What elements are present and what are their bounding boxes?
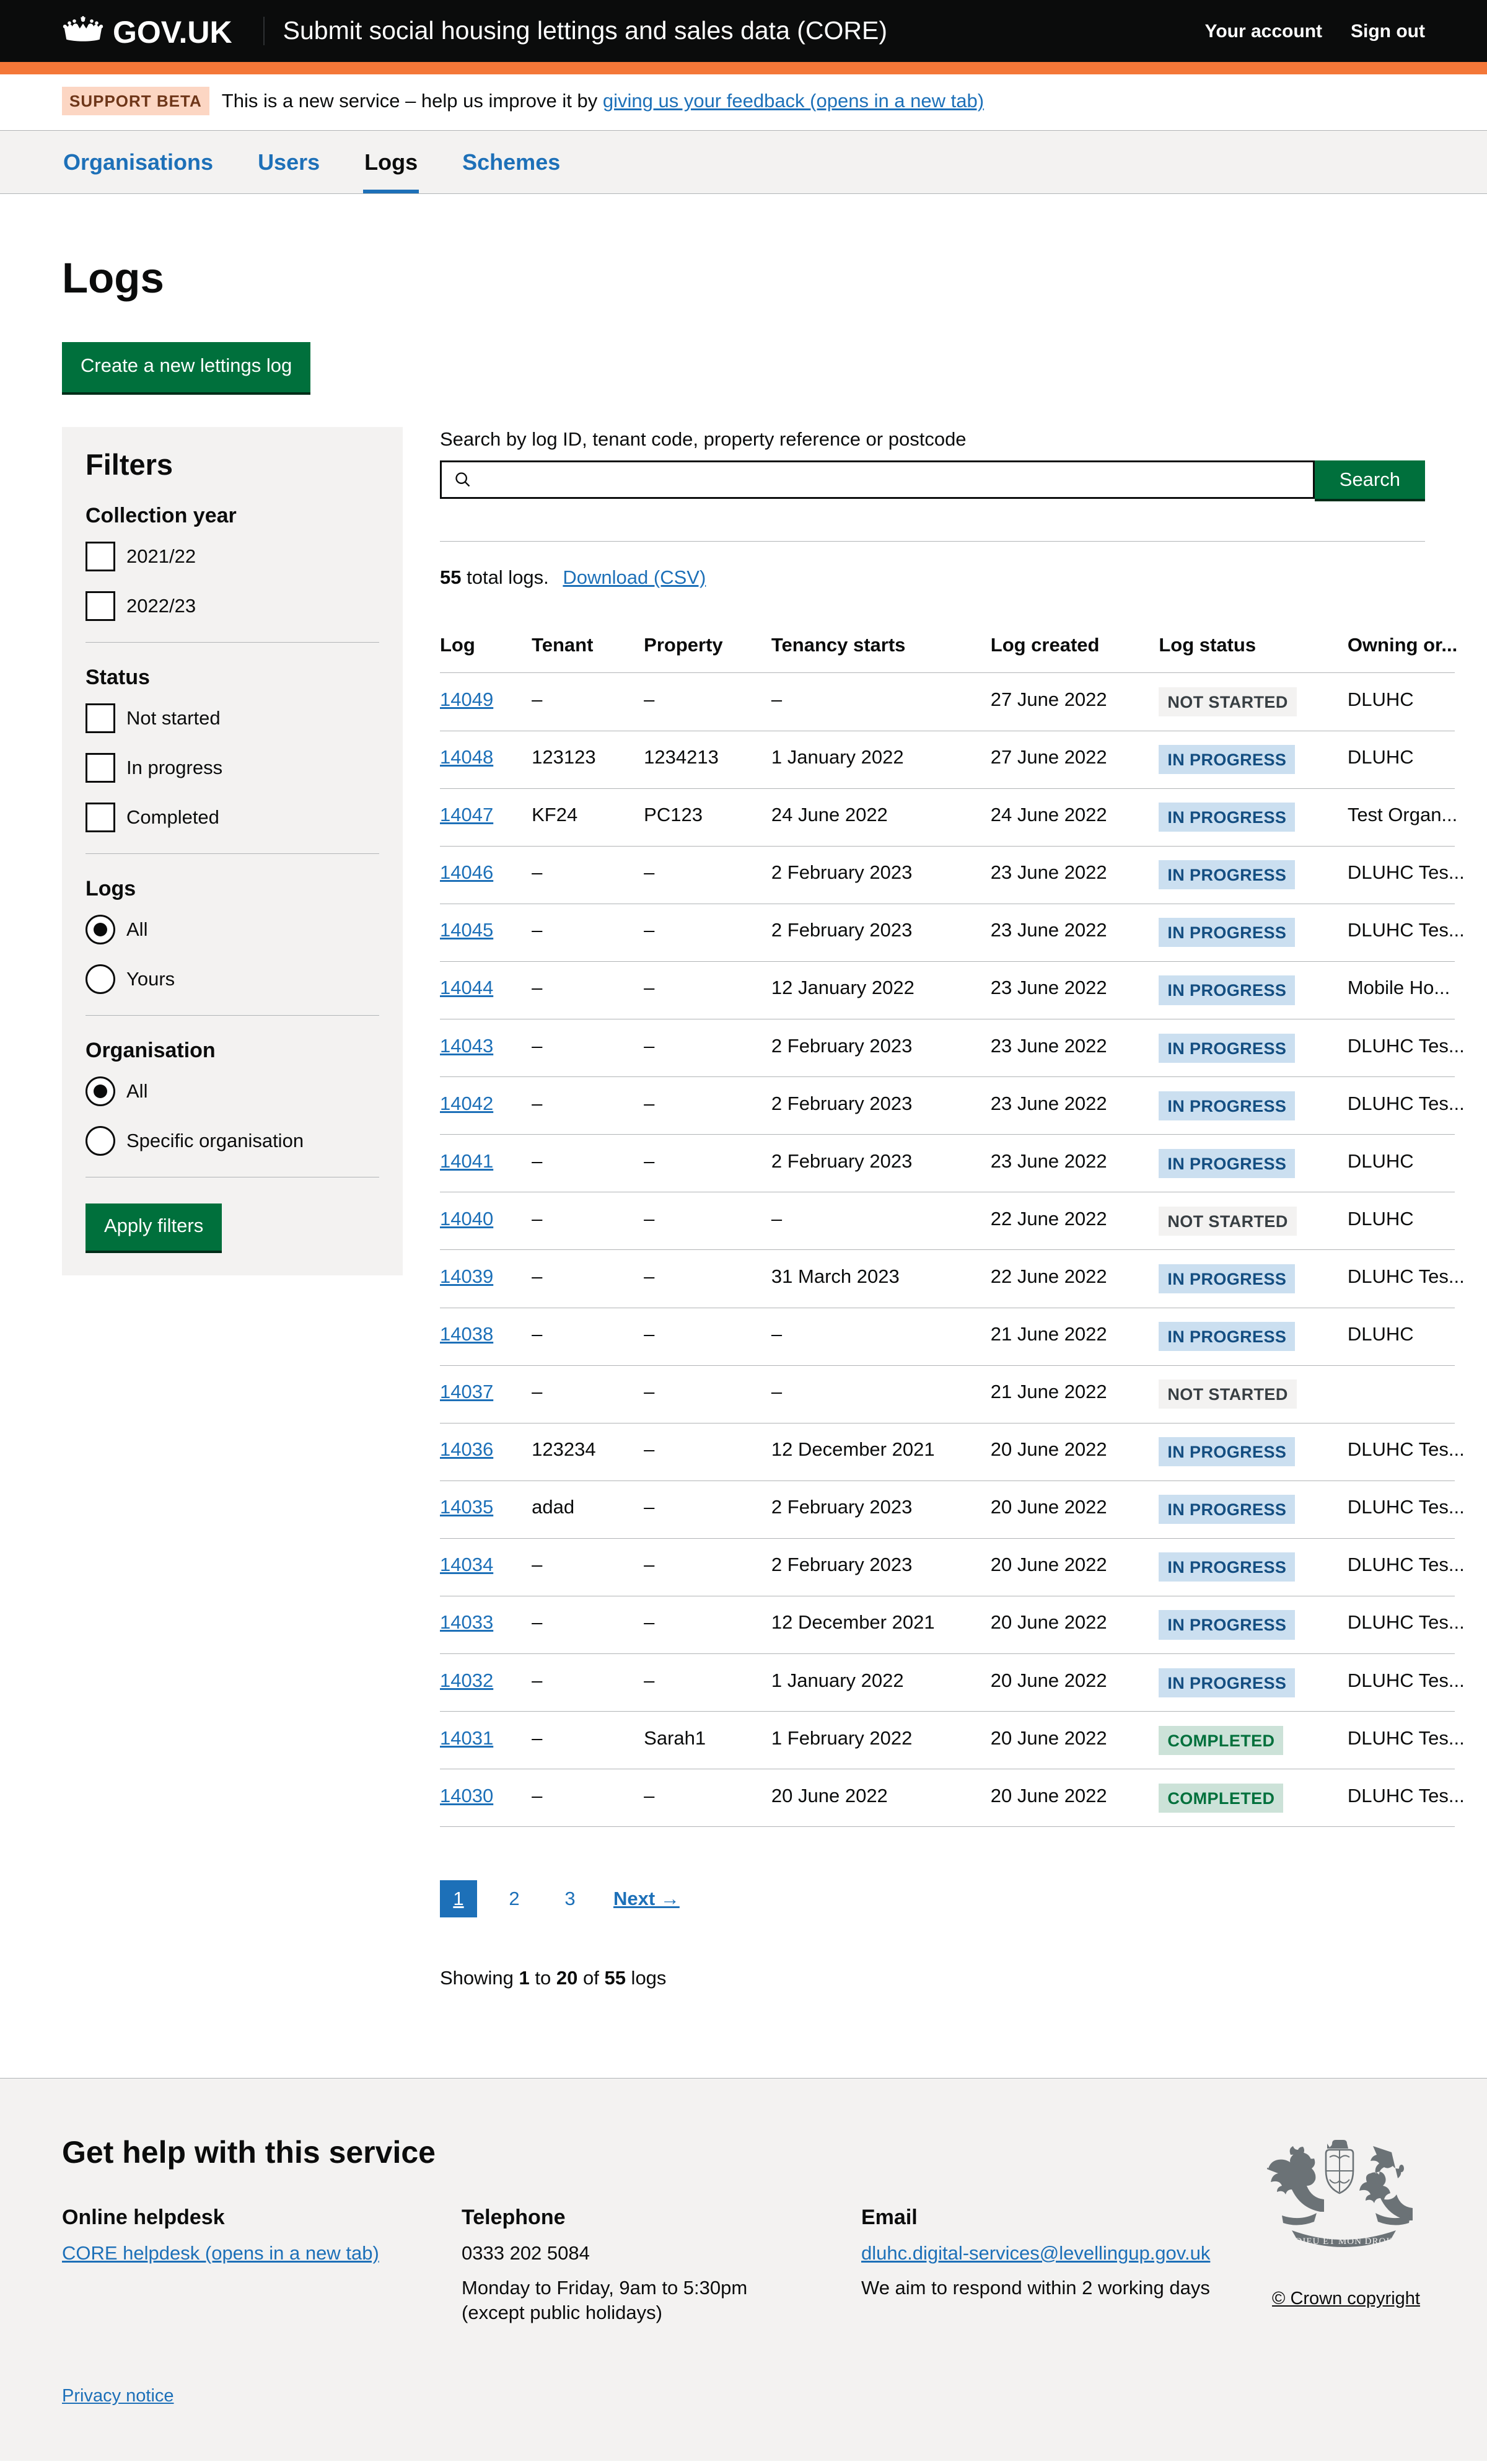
svg-text:DIEU ET MON DROIT: DIEU ET MON DROIT <box>1296 2237 1397 2246</box>
